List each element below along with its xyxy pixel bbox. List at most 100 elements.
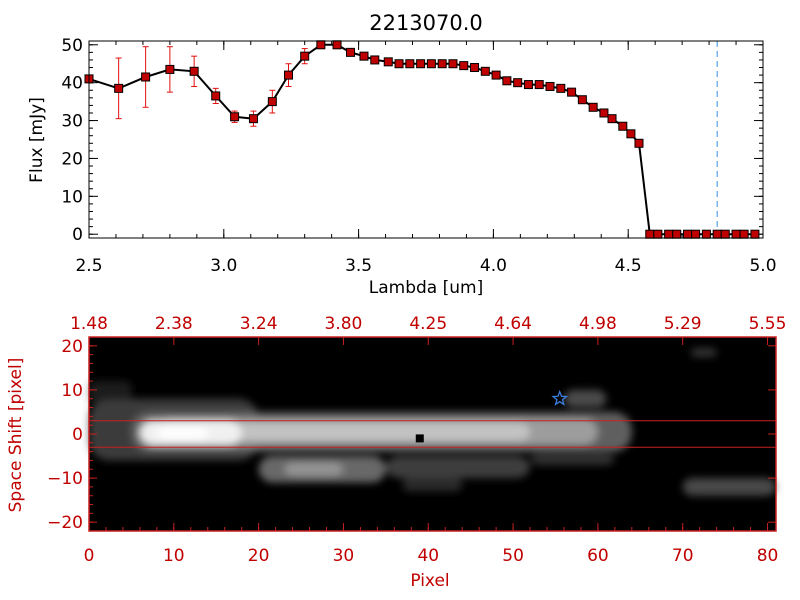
y-tick-label: 50 [61, 36, 83, 56]
x-tick-label: 3.0 [210, 256, 237, 276]
y-tick-label: 40 [61, 74, 83, 94]
data-point [618, 121, 628, 131]
data-point [672, 229, 682, 239]
data-point [534, 80, 544, 90]
y-tick-label: 0 [72, 425, 83, 445]
data-point [284, 70, 294, 80]
data-point [567, 87, 577, 97]
trace-blob [530, 453, 615, 465]
data-point [731, 229, 741, 239]
dark-pixel [415, 434, 424, 443]
top-tick-label: 2.38 [155, 314, 193, 334]
image-y-axis-label: Space Shift [pixel] [6, 358, 26, 513]
x-axis-label: Lambda [um] [369, 278, 483, 298]
data-point [165, 64, 175, 74]
data-point [491, 70, 501, 80]
data-point [645, 229, 655, 239]
y-tick-label: 20 [61, 149, 83, 169]
data-point [316, 40, 326, 50]
trace-blob [284, 462, 344, 476]
x-tick-label: 5.0 [749, 256, 776, 276]
data-point [739, 229, 749, 239]
data-point [577, 95, 587, 105]
x-tick-label: 4.5 [615, 256, 642, 276]
data-point [634, 138, 644, 148]
data-point [502, 76, 512, 86]
spectral-image-panel: 0 10 20 30 40 50 60 70 80 −20 −10 0 10 20 1.48 2.38 3.2… [6, 314, 786, 591]
data-point [664, 229, 674, 239]
x-tick-label: 2.5 [75, 256, 102, 276]
trace-blob [385, 456, 531, 479]
extraction-aperture-lines [89, 420, 776, 448]
image-tick-labels: 0 10 20 30 40 50 60 70 80 −20 −10 0 10 20 [47, 337, 778, 566]
x-tick-label: 50 [502, 546, 524, 566]
data-point [720, 229, 730, 239]
y-tick-label: 10 [61, 381, 83, 401]
star-marker [551, 389, 569, 406]
data-point [712, 229, 722, 239]
top-tick-label: 5.29 [664, 314, 702, 334]
data-point [211, 91, 221, 101]
data-point [626, 129, 636, 139]
y-tick-label: 0 [72, 225, 83, 245]
trace-blob [89, 381, 132, 404]
data-point [607, 114, 617, 124]
data-point [691, 229, 701, 239]
top-tick-label: 4.98 [579, 314, 617, 334]
top-tick-label: 4.25 [409, 314, 447, 334]
y-tick-label: 10 [61, 187, 83, 207]
data-point [556, 83, 566, 93]
x-tick-label: 70 [672, 546, 694, 566]
trace-blob [691, 348, 717, 357]
data-point [248, 114, 258, 124]
y-tick-label: −20 [47, 513, 83, 533]
image-ticks [88, 337, 776, 531]
chart-title: 2213070.0 [369, 11, 483, 35]
data-point [437, 59, 447, 69]
x-tick-label: 60 [587, 546, 609, 566]
y-axis-label: Flux [mJy] [27, 97, 47, 183]
data-point [588, 102, 598, 112]
trace-blob [563, 389, 607, 408]
data-point [141, 72, 151, 82]
data-point [359, 51, 369, 61]
y-tick-label: −10 [47, 469, 83, 489]
data-point [480, 66, 490, 76]
data-point [470, 63, 480, 73]
trace-blob [402, 478, 463, 492]
data-point [599, 108, 609, 118]
flux-series-line [88, 43, 755, 236]
trace-blob [156, 427, 208, 440]
data-point [394, 59, 404, 69]
data-point [332, 40, 342, 50]
star-icon [551, 389, 569, 406]
x-tick-label: 80 [757, 546, 779, 566]
y-tick-label: 30 [61, 112, 83, 132]
top-tick-label: 3.80 [325, 314, 363, 334]
data-point [370, 55, 380, 65]
data-point [523, 80, 533, 90]
x-tick-label: 40 [417, 546, 439, 566]
top-tick-label: 4.64 [494, 314, 532, 334]
top-tick-label: 5.55 [749, 314, 787, 334]
top-tick-label: 1.48 [70, 314, 108, 334]
x-tick-label: 0 [84, 546, 95, 566]
data-point [545, 81, 555, 91]
data-point [405, 59, 415, 69]
data-point [346, 47, 356, 57]
data-point [189, 66, 199, 76]
spectrum-tick-labels: 2.5 3.0 3.5 4.0 4.5 5.0 0 10 20 30 40 50 [61, 36, 776, 276]
spectrum-chart: 2213070.0 2.5 3.0 3.5 4.0 4.5 5.001020304050 … [27, 11, 777, 298]
data-point [114, 83, 124, 93]
x-tick-label: 30 [333, 546, 355, 566]
top-tick-label: 3.24 [240, 314, 278, 334]
x-tick-label: 20 [248, 546, 270, 566]
data-point [300, 51, 310, 61]
image-dark-pixels [415, 434, 424, 443]
data-point [653, 229, 663, 239]
spectral-trace [89, 348, 776, 496]
data-point [383, 57, 393, 67]
spectrum-plot-frame [88, 40, 764, 239]
data-point [426, 59, 436, 69]
trace-blob [190, 422, 531, 441]
